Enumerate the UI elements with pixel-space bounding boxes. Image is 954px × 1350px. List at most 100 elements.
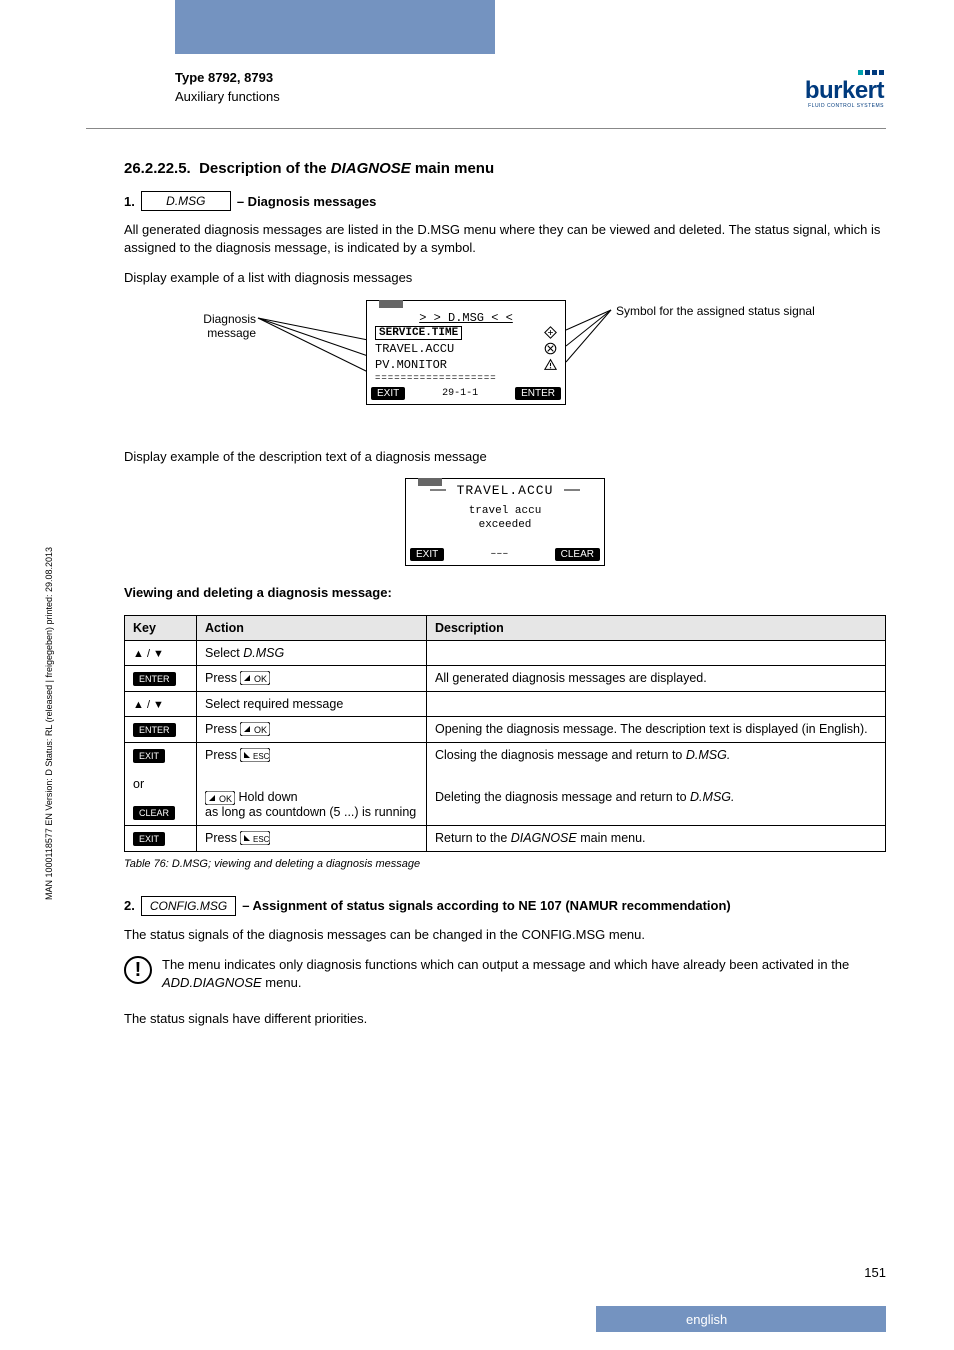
info-italic: ADD.DIAGNOSE [162,975,262,990]
item-2-num: 2. [124,898,135,913]
lcd1-left-label: Diagnosis message [176,312,256,340]
lcd1-row1: SERVICE.TIME [375,325,557,341]
leader-lines-right [566,310,616,370]
lcd1-row3-text: PV.MONITOR [375,358,447,372]
lcd2-footer: EXIT ––– CLEAR [406,546,604,565]
logo-dot [879,70,884,75]
cell-action-italic: D.MSG [243,646,284,660]
cell-action: Select D.MSG [197,640,427,665]
info-icon: ! [124,956,152,984]
lcd1-right-label: Symbol for the assigned status signal [616,304,836,318]
lcd1-left-label-1: Diagnosis [203,312,256,326]
lcd2-footer-mid: ––– [490,549,508,560]
lcd1-title: > > D.MSG < < [375,311,557,325]
lcd1-row1-text: SERVICE.TIME [375,326,462,340]
cell-desc [427,691,886,716]
arrows-icon: ▲ / ▼ [133,648,164,660]
header-blue-block [175,0,495,54]
cell-desc: All generated diagnosis messages are dis… [427,665,886,691]
lcd2-leader-left [430,485,448,495]
key-action-table: Key Action Description ▲ / ▼ Select D.MS… [124,615,886,852]
exit-key-pill: EXIT [133,832,165,846]
logo-subtext: FLUID CONTROL SYSTEMS [808,103,884,109]
lcd2-title-text: TRAVEL.ACCU [457,483,554,498]
page-header: Type 8792, 8793 Auxiliary functions burk… [175,70,884,109]
svg-text:OK: OK [254,674,267,684]
table-footnote: Table 76: D.MSG; viewing and deleting a … [124,858,886,870]
lcd1-row3: PV.MONITOR [375,357,557,373]
lcd1-caption: Display example of a list with diagnosis… [124,269,886,287]
cell-action-text: Hold down [238,790,297,804]
th-key: Key [125,615,197,640]
lcd2: TRAVEL.ACCU travel accu exceeded EXIT ––… [405,478,605,567]
leader-lines-left [258,318,378,388]
arrows-icon: ▲ / ▼ [133,699,164,711]
page-number: 151 [864,1265,886,1280]
enter-key-pill: ENTER [133,672,176,686]
cell-desc: Return to the DIAGNOSE main menu. [427,825,886,851]
table-row: ▲ / ▼ Select D.MSG [125,640,886,665]
cell-action: Select required message [197,691,427,716]
lcd1-tab [379,300,403,308]
cell-key: ▲ / ▼ [125,691,197,716]
lcd1-row2-text: TRAVEL.ACCU [375,342,454,356]
info-text: The menu indicates only diagnosis functi… [162,956,886,992]
table-row: ENTER Press OK Opening the diagnosis mes… [125,716,886,742]
burkert-logo: burkert FLUID CONTROL SYSTEMS [805,70,884,109]
diamond-wrench-icon [544,326,557,339]
cell-action-prefix: Press [205,748,240,762]
logo-dot [858,70,863,75]
lcd2-leader-right [562,485,580,495]
clear-key-pill: CLEAR [133,806,175,820]
svg-text:ESC: ESC [253,835,270,844]
logo-dots [858,70,884,75]
lcd2-body: travel accu exceeded [406,498,604,547]
heading-number: 26.2.22.5. [124,160,191,177]
cell-key: ENTER [125,665,197,691]
language-bar: english [596,1306,886,1332]
header-rule [86,128,886,129]
cell-action-prefix: Press [205,831,240,845]
cell-key: EXIT [125,825,197,851]
table-row: EXIT or CLEAR Press ESC OK Hold down as … [125,742,886,825]
triangle-warn-icon [544,358,557,371]
lcd2-tab [418,478,442,486]
cell-action: Press OK [197,716,427,742]
lcd1: > > D.MSG < < SERVICE.TIME TRAVEL.ACCU P… [366,300,566,405]
or-text: or [133,777,144,791]
cell-action: Press ESC [197,825,427,851]
logo-dot [865,70,870,75]
type-line: Type 8792, 8793 [175,70,280,85]
circle-x-icon [544,342,557,355]
lcd2-footer-left: EXIT [410,548,444,561]
item-2-box: CONFIG.MSG [141,896,236,916]
cell-desc: Opening the diagnosis message. The descr… [427,716,886,742]
heading-italic: DIAGNOSE [331,160,411,177]
table-header-row: Key Action Description [125,615,886,640]
lcd1-footer: EXIT 29-1-1 ENTER [367,385,565,404]
th-desc: Description [427,615,886,640]
table-row: ▲ / ▼ Select required message [125,691,886,716]
item-2-rest: – Assignment of status signals according… [242,898,731,913]
lcd2-body1: travel accu [469,505,542,517]
table-row: EXIT Press ESC Return to the DIAGNOSE ma… [125,825,886,851]
item-1-header: 1. D.MSG – Diagnosis messages [124,191,886,211]
info-callout: ! The menu indicates only diagnosis func… [124,956,886,992]
main-content: 26.2.22.5. Description of the DIAGNOSE m… [124,160,886,1040]
lcd2-caption: Display example of the description text … [124,448,886,466]
svg-text:ESC: ESC [253,752,270,761]
lcd2-body2: exceeded [479,519,532,531]
table-row: ENTER Press OK All generated diagnosis m… [125,665,886,691]
cell-action: Press ESC OK Hold down as long as countd… [197,742,427,825]
lcd1-footer-mid: 29-1-1 [442,388,478,399]
item-1-para: All generated diagnosis messages are lis… [124,221,886,257]
cell-desc [427,640,886,665]
item-2-closing: The status signals have different priori… [124,1010,886,1028]
cell-desc-1: Closing the diagnosis message and return… [435,748,730,762]
esc-button-icon: ESC [240,748,270,762]
lcd1-screen: > > D.MSG < < SERVICE.TIME TRAVEL.ACCU P… [367,301,565,385]
cell-key: ENTER [125,716,197,742]
cell-desc: Closing the diagnosis message and return… [427,742,886,825]
lcd1-diagram: Diagnosis message > > D.MSG < < SERVICE.… [176,300,886,430]
lcd2-diagram: TRAVEL.ACCU travel accu exceeded EXIT ––… [405,478,605,567]
